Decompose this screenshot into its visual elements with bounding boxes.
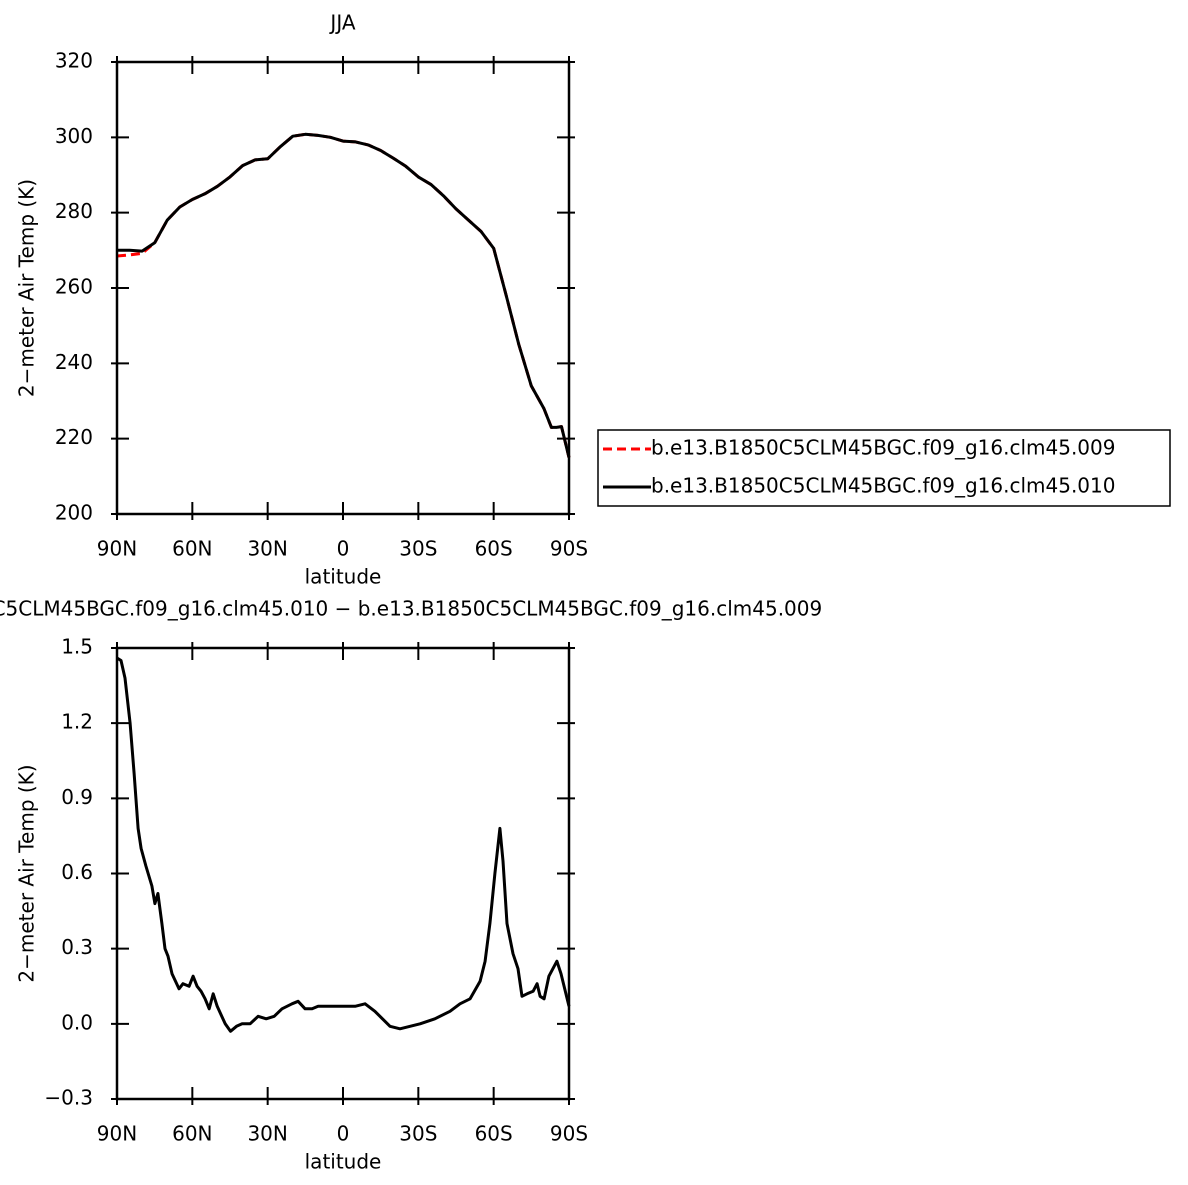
x-tick-label: 30N bbox=[247, 537, 287, 561]
x-tick-label: 60N bbox=[172, 1122, 212, 1146]
legend-label: b.e13.B1850C5CLM45BGC.f09_g16.clm45.010 bbox=[651, 474, 1115, 498]
x-tick-label: 30S bbox=[399, 1122, 437, 1146]
y-tick-label: 200 bbox=[55, 501, 93, 525]
legend-box bbox=[597, 429, 1171, 507]
x-tick-label: 0 bbox=[337, 537, 350, 561]
x-tick-label: 60S bbox=[475, 537, 513, 561]
x-tick-label: 30N bbox=[247, 1122, 287, 1146]
y-tick-label: 260 bbox=[55, 275, 93, 299]
x-tick-label: 0 bbox=[337, 1122, 350, 1146]
y-tick-label: −0.3 bbox=[44, 1086, 93, 1110]
x-tick-label: 90N bbox=[97, 1122, 137, 1146]
x-tick-label: 60S bbox=[475, 1122, 513, 1146]
plot-frame bbox=[115, 60, 571, 516]
chart-title: JJA bbox=[328, 11, 355, 35]
x-tick-label: 30S bbox=[399, 537, 437, 561]
x-tick-label: 60N bbox=[172, 537, 212, 561]
x-axis-label: latitude bbox=[305, 1150, 382, 1174]
y-axis-label: 2−meter Air Temp (K) bbox=[15, 764, 39, 982]
y-tick-label: 220 bbox=[55, 425, 93, 449]
plot-frame bbox=[115, 646, 571, 1101]
y-tick-label: 240 bbox=[55, 350, 93, 374]
y-tick-label: 0.9 bbox=[61, 785, 93, 809]
x-tick-label: 90S bbox=[550, 537, 588, 561]
legend-label: b.e13.B1850C5CLM45BGC.f09_g16.clm45.009 bbox=[651, 436, 1115, 460]
series-line bbox=[116, 656, 571, 1033]
y-tick-label: 0.6 bbox=[61, 860, 93, 884]
y-tick-label: 1.5 bbox=[61, 635, 93, 659]
x-tick-label: 90S bbox=[550, 1122, 588, 1146]
y-tick-label: 320 bbox=[55, 49, 93, 73]
series-line bbox=[117, 132, 571, 458]
series-line bbox=[116, 132, 571, 458]
y-tick-label: 0.3 bbox=[61, 935, 93, 959]
y-tick-label: 300 bbox=[55, 124, 93, 148]
x-axis-label: latitude bbox=[305, 565, 382, 589]
chart-title: b.e13.B1850C5CLM45BGC.f09_g16.clm45.010 … bbox=[0, 597, 822, 621]
y-tick-label: 1.2 bbox=[61, 710, 93, 734]
y-axis-label: 2−meter Air Temp (K) bbox=[15, 179, 39, 397]
x-tick-label: 90N bbox=[97, 537, 137, 561]
y-tick-label: 0.0 bbox=[61, 1010, 93, 1034]
y-tick-label: 280 bbox=[55, 199, 93, 223]
